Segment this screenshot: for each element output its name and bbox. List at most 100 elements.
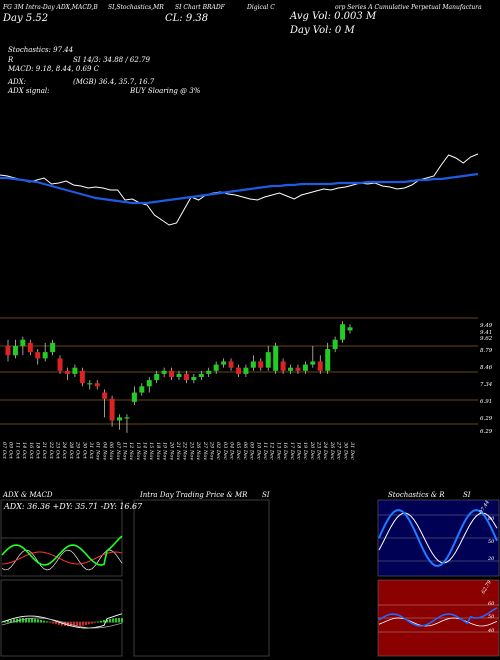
macd-histogram-bar [67,622,69,627]
candle-body [250,361,256,368]
date-label: 12 Nov [128,442,134,460]
date-label: 13 Nov [135,442,141,460]
candle-body [198,373,204,377]
ma-line [0,172,479,205]
date-label: 18 Nov [155,442,161,460]
candle [131,386,137,405]
day-label: Day 5.52 [3,13,49,24]
candle [332,336,338,353]
date-label: 30 Oct [81,442,87,460]
candle [265,345,271,371]
candle-body [280,361,286,371]
candle [347,324,353,334]
candle [87,380,93,390]
macd-histogram-bar [76,622,78,627]
adx-signal-readout: BUY Sloaring @ 3% [130,87,201,95]
date-label: 27 Dec [336,441,342,460]
macd-histogram-bar [97,621,99,623]
candle-body [50,342,56,353]
date-label: 26 Nov [195,441,201,460]
date-label: 11 Nov [122,442,128,460]
price-line [0,153,479,226]
macd-histogram-bar [85,622,87,626]
date-label: 14 Oct [21,442,27,460]
price-axis-label: 8.46 [480,365,493,371]
date-label: 17 Dec [289,442,295,460]
date-label: 24 Dec [322,441,328,460]
price-axis-label: 6.29 [480,429,493,435]
candle-body [243,367,249,374]
price-axis-label: 8.79 [480,348,493,354]
candle-body [20,339,26,346]
candle [295,364,301,374]
macd-histogram-bar [19,618,21,623]
candle-body [72,367,78,374]
macd-histogram-bar [91,622,93,624]
date-label: 18 Oct [35,442,41,460]
close-label: CL: 9.38 [165,13,209,24]
candle [250,355,256,371]
date-label: 31 Dec [349,442,355,460]
macd-histogram-bar [82,622,84,626]
candle [35,349,41,365]
date-label: 21 Oct [41,441,47,460]
date-label: 16 Dec [282,442,288,460]
candle [94,380,100,390]
candle [102,389,108,418]
date-label: 09 Dec [249,442,255,460]
date-label: 01 Nov [95,442,101,460]
candle-body [288,367,294,371]
date-label: 05 Dec [235,442,241,460]
date-label: 11 Oct [14,442,20,460]
date-label: 11 Dec [262,442,268,460]
candle-body [265,352,271,368]
avg-vol: Avg Vol: 0.003 M [290,11,377,22]
macd-histogram-bar [52,622,54,624]
chart-title-5: orp Series A Cumulative Perpetual Manufa… [335,4,482,11]
candle [206,367,212,377]
minus-di-line [1,551,123,565]
candle [109,395,115,427]
candle [72,364,78,377]
date-label: 02 Dec [215,442,221,460]
candle-body [124,417,130,419]
candle [302,361,308,374]
macd-histogram-bar [61,622,63,626]
candle-body [57,358,63,371]
candle-body [12,345,18,356]
macd-histogram-bar [7,620,9,623]
date-label: 04 Dec [229,442,235,460]
macd-histogram-bar [55,622,57,625]
date-label: 23 Oct [55,441,61,460]
candle [221,358,227,368]
macd-histogram-bar [109,618,111,623]
date-label: 16 Oct [28,442,34,460]
candle-body [221,361,227,365]
macd-histogram-bar [22,618,24,623]
rsi-corner-label: 62.79 [480,579,493,595]
macd-histogram-bar [13,619,15,623]
macd-histogram-bar [40,619,42,623]
date-label: 31 Oct [88,442,94,460]
candle [176,370,182,381]
candle [280,358,286,374]
price-axis-label: 6.91 [480,399,492,405]
date-label: 22 Nov [182,441,188,460]
price-axis-label: 6.29 [480,416,493,422]
rsi-white-line [378,617,498,627]
macd-histogram-bar [4,621,6,623]
candle [169,367,175,381]
candle-body [94,383,100,387]
macd-histogram-bar [46,621,48,623]
chart-title-3: SI Chart BRADF [175,4,225,11]
candle-body [273,345,279,371]
stochastics-readout: Stochastics: 97.44 [8,46,74,54]
date-label: 07 Nov [115,442,121,460]
candle-body [213,364,219,371]
date-label: 30 Dec [342,442,348,460]
adx-panel [0,499,123,577]
candle [79,367,85,387]
candle [310,345,316,368]
candle-body [325,349,331,371]
date-label: 28 Oct [68,441,74,460]
